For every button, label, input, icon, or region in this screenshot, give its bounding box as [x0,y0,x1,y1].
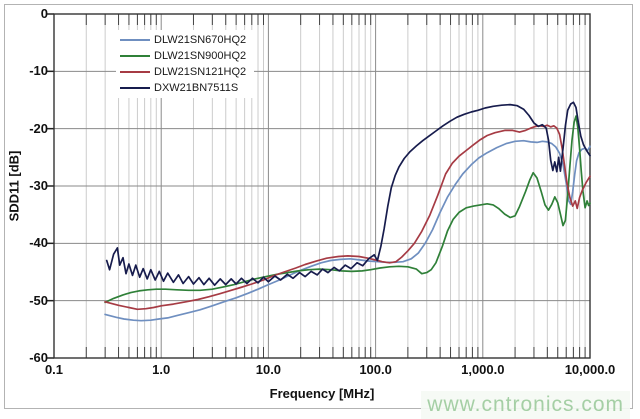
legend-item: DLW21SN670HQ2 [120,32,246,48]
legend-label: DXW21BN7511S [154,82,239,94]
legend-line-swatch [120,55,150,57]
chart-outer-border [4,4,633,409]
legend-line-swatch [120,39,150,41]
legend-line-swatch [120,71,150,73]
series-line-DLW21SN670HQ2 [104,139,591,322]
legend-label: DLW21SN670HQ2 [154,34,247,46]
watermark-text: www.cntronics.com [421,391,630,419]
legend: DLW21SN670HQ2 DLW21SN900HQ2 DLW21SN121HQ2 D… [116,30,255,98]
series-line-DLW21SN900HQ2 [104,115,591,304]
legend-item: DLW21SN900HQ2 [120,48,246,64]
series-line-DLW21SN121HQ2 [104,124,591,311]
x-axis-title: Frequency [MHz] [269,386,375,401]
legend-line-swatch [120,87,150,89]
plot-frame [53,13,591,359]
y-axis-title: SDD11 [dB] [6,150,22,222]
legend-item: DXW21BN7511S [120,80,246,96]
series-line-DXW21BN7511S [105,101,591,287]
legend-item: DLW21SN121HQ2 [120,64,246,80]
legend-label: DLW21SN121HQ2 [154,66,247,78]
legend-label: DLW21SN900HQ2 [154,50,247,62]
